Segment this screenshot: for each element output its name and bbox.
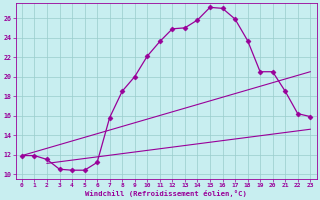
X-axis label: Windchill (Refroidissement éolien,°C): Windchill (Refroidissement éolien,°C) [85, 190, 247, 197]
